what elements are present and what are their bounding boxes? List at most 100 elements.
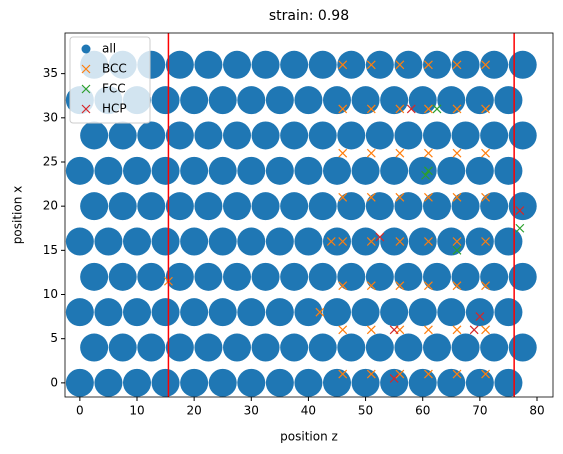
point (223, 50, 251, 79)
point (508, 50, 537, 79)
y-tick-label: 10 (43, 287, 58, 301)
point (294, 86, 323, 115)
point (280, 262, 309, 291)
point (180, 86, 209, 115)
point (251, 333, 280, 362)
point (424, 104, 433, 114)
legend-marker (81, 64, 91, 74)
point (389, 325, 399, 335)
point (108, 262, 137, 291)
point (452, 148, 462, 158)
point (165, 333, 194, 362)
point (437, 227, 466, 256)
point (389, 374, 399, 383)
point (308, 333, 337, 362)
x-tick-label: 10 (129, 404, 144, 418)
point (165, 192, 194, 221)
point (194, 50, 223, 79)
x-tick-label: 60 (415, 404, 430, 418)
point (395, 281, 405, 291)
point (338, 148, 348, 158)
point (424, 148, 433, 158)
point (108, 192, 137, 221)
point (80, 192, 109, 221)
legend-label: all (102, 42, 116, 56)
point (180, 298, 209, 327)
point (451, 50, 480, 79)
point (208, 368, 237, 397)
y-tick-label: 0 (50, 375, 58, 389)
point (338, 60, 348, 70)
point (508, 121, 537, 150)
point (237, 298, 266, 327)
point (366, 281, 376, 291)
x-tick-label: 40 (301, 404, 316, 418)
point (380, 298, 409, 327)
point (406, 104, 416, 114)
point (315, 307, 325, 317)
point (338, 237, 348, 246)
point (338, 104, 348, 114)
legend-label: FCC (102, 82, 126, 96)
point (452, 245, 462, 255)
point (94, 156, 123, 185)
point (294, 298, 323, 327)
point (280, 50, 309, 79)
point (452, 281, 462, 291)
point (208, 86, 237, 115)
point (437, 298, 466, 327)
legend-box (69, 36, 151, 124)
point (251, 50, 280, 79)
point (237, 227, 266, 256)
point (437, 156, 466, 185)
point (351, 227, 380, 256)
point (494, 227, 523, 256)
point (465, 298, 494, 327)
point (180, 156, 209, 185)
point (280, 333, 309, 362)
point (338, 369, 348, 379)
point (423, 333, 451, 362)
point (480, 121, 509, 150)
point (424, 369, 433, 379)
point (151, 298, 180, 327)
point (508, 333, 537, 362)
point (424, 237, 433, 246)
point (452, 325, 462, 335)
point (395, 104, 405, 114)
point (465, 86, 494, 115)
legend-marker (81, 104, 91, 114)
point (452, 237, 462, 246)
point (465, 156, 494, 185)
series (375, 104, 525, 383)
legend: all BCC FCC HCP (69, 36, 151, 124)
point (165, 50, 194, 79)
point (323, 227, 351, 256)
point (394, 50, 423, 79)
point (395, 192, 405, 202)
point (265, 298, 294, 327)
point (408, 227, 437, 256)
point (338, 281, 348, 291)
legend-label: BCC (102, 62, 127, 76)
y-tick-label: 30 (43, 110, 58, 124)
point (494, 298, 523, 327)
point (180, 368, 209, 397)
x-tick-label: 80 (529, 404, 544, 418)
point (94, 227, 123, 256)
point (94, 368, 123, 397)
y-tick-label: 35 (43, 66, 58, 80)
plot-area (65, 33, 537, 397)
point (294, 227, 323, 256)
point (424, 325, 433, 335)
point (365, 121, 394, 150)
point (481, 281, 490, 291)
point (395, 148, 405, 158)
point (65, 156, 94, 185)
point (308, 121, 337, 150)
point (366, 369, 376, 379)
point (408, 298, 437, 327)
point (366, 192, 376, 202)
point (323, 368, 351, 397)
point (208, 227, 237, 256)
